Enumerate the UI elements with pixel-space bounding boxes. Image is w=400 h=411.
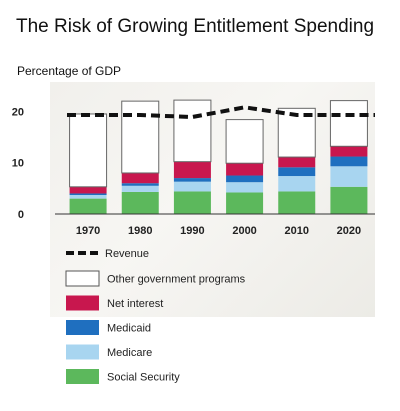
bar-segment-medicare xyxy=(173,181,211,192)
bar-segment-medicare xyxy=(121,185,159,192)
y-tick-label: 20 xyxy=(12,106,24,118)
bar-segment-net-interest xyxy=(330,146,368,157)
y-tick-label: 0 xyxy=(18,209,24,221)
x-tick-label: 2010 xyxy=(285,225,309,237)
bar-segment-net-interest xyxy=(173,161,211,179)
bar-segment-net-interest xyxy=(121,172,159,184)
bar-segment-medicaid xyxy=(69,193,107,196)
bar-segment-social-security xyxy=(121,191,159,214)
x-tick-label: 1970 xyxy=(76,225,100,237)
legend-swatch-social-security xyxy=(66,369,99,384)
legend-label-medicare: Medicare xyxy=(107,347,152,359)
bar-segment-medicare xyxy=(330,166,368,187)
bar-segment-other-government-programs xyxy=(121,100,160,174)
bar-segment-other-government-programs xyxy=(173,99,212,163)
x-tick-label: 1980 xyxy=(128,225,152,237)
legend-label-net-interest: Net interest xyxy=(107,298,163,310)
x-tick-label: 2000 xyxy=(232,225,256,237)
bar-segment-other-government-programs xyxy=(225,119,264,164)
legend-label-medicaid: Medicaid xyxy=(107,323,151,335)
x-tick-label: 1990 xyxy=(180,225,204,237)
bar-segment-social-security xyxy=(173,191,211,214)
bar-segment-other-government-programs xyxy=(329,100,368,147)
y-tick-label: 10 xyxy=(12,158,24,170)
legend-swatch-net-interest xyxy=(66,295,99,311)
bar-segment-social-security xyxy=(69,198,107,214)
legend-swatch-other-government-programs xyxy=(65,270,100,287)
bar-segment-net-interest xyxy=(278,157,316,168)
chart-title: The Risk of Growing Entitlement Spending xyxy=(16,16,375,37)
bar-segment-net-interest xyxy=(226,163,264,176)
legend-label-social-security: Social Security xyxy=(107,372,180,384)
bar-segment-social-security xyxy=(278,191,316,214)
bar-segment-medicare xyxy=(278,176,316,192)
bar-segment-social-security xyxy=(330,186,368,214)
bar-segment-net-interest xyxy=(69,186,107,194)
bar-segment-medicaid xyxy=(121,183,159,186)
legend-swatch-medicaid xyxy=(66,320,99,335)
x-tick-label: 2020 xyxy=(337,225,361,237)
chart-subtitle: Percentage of GDP xyxy=(17,64,122,78)
legend-label-other-government-programs: Other government programs xyxy=(107,274,246,286)
bar-segment-medicaid xyxy=(278,167,316,177)
legend-swatch-medicare xyxy=(66,344,99,360)
legend-label-revenue: Revenue xyxy=(105,248,149,260)
bar-segment-medicaid xyxy=(330,156,368,167)
bar-segment-medicare xyxy=(69,195,107,199)
bar-segment-medicaid xyxy=(173,178,211,182)
revenue-line xyxy=(67,105,375,120)
bar-segment-medicaid xyxy=(226,175,264,183)
bar-segment-other-government-programs xyxy=(69,113,108,188)
bar-segment-social-security xyxy=(226,192,264,214)
bar-segment-medicare xyxy=(226,182,264,193)
